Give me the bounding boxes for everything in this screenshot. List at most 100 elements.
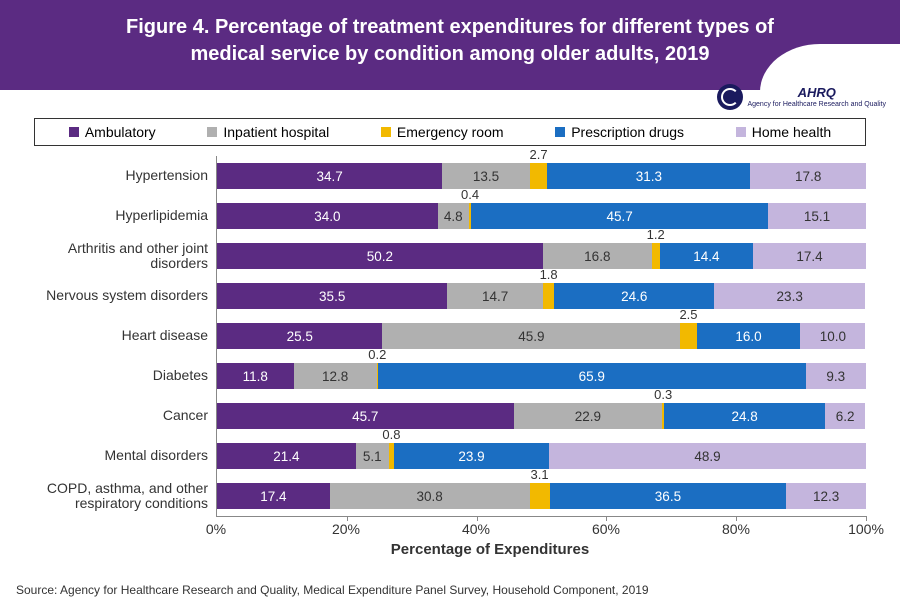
bar-row: 11.812.80.265.99.3 — [217, 356, 866, 396]
stacked-bar: 21.45.10.823.948.9 — [217, 443, 866, 469]
stacked-bar: 34.713.52.731.317.8 — [217, 163, 866, 189]
segment-emergency: 2.7 — [530, 163, 548, 189]
bar-row: 17.430.83.136.512.3 — [217, 476, 866, 516]
legend-item-emergency: Emergency room — [381, 124, 504, 140]
segment-homehealth: 17.8 — [750, 163, 866, 189]
segment-callout: 2.5 — [679, 307, 697, 322]
segment-prescription: 45.7 — [471, 203, 768, 229]
segment-callout: 2.7 — [530, 147, 548, 162]
segment-prescription: 14.4 — [660, 243, 753, 269]
brand-subtext: Agency for Healthcare Research and Quali… — [747, 101, 886, 108]
segment-prescription: 31.3 — [547, 163, 750, 189]
stacked-bar: 35.514.71.824.623.3 — [217, 283, 866, 309]
x-tick-label: 60% — [592, 521, 620, 537]
figure-title: Figure 4. Percentage of treatment expend… — [60, 14, 840, 68]
segment-ambulatory: 25.5 — [217, 323, 382, 349]
category-label: Heart disease — [34, 316, 216, 356]
x-tick-label: 100% — [848, 521, 884, 537]
bar-row: 45.722.90.324.86.2 — [217, 396, 866, 436]
segment-emergency: 3.1 — [530, 483, 550, 509]
legend-label: Emergency room — [397, 124, 504, 140]
category-label: Nervous system disorders — [34, 276, 216, 316]
brand-acronym: AHRQ — [747, 86, 886, 99]
segment-inpatient: 4.8 — [438, 203, 469, 229]
segment-inpatient: 16.8 — [543, 243, 652, 269]
segment-homehealth: 6.2 — [825, 403, 865, 429]
bar-row: 34.04.80.445.715.1 — [217, 196, 866, 236]
x-tick-label: 0% — [206, 521, 226, 537]
segment-homehealth: 15.1 — [768, 203, 866, 229]
legend-label: Inpatient hospital — [223, 124, 329, 140]
ahrq-logo-icon — [717, 84, 743, 110]
segment-callout: 1.8 — [540, 267, 558, 282]
segment-inpatient: 45.9 — [382, 323, 680, 349]
legend-item-homehealth: Home health — [736, 124, 831, 140]
segment-callout: 0.4 — [461, 187, 479, 202]
segment-callout: 0.2 — [368, 347, 386, 362]
segment-callout: 0.8 — [382, 427, 400, 442]
segment-inpatient: 30.8 — [330, 483, 530, 509]
category-label: Diabetes — [34, 356, 216, 396]
category-label: COPD, asthma, and other respiratory cond… — [34, 476, 216, 516]
plot: HypertensionHyperlipidemiaArthritis and … — [34, 156, 866, 517]
segment-homehealth: 48.9 — [549, 443, 866, 469]
segment-inpatient: 14.7 — [447, 283, 542, 309]
legend-swatch-ambulatory — [69, 127, 79, 137]
legend-swatch-prescription — [555, 127, 565, 137]
segment-ambulatory: 11.8 — [217, 363, 294, 389]
stacked-bar: 17.430.83.136.512.3 — [217, 483, 866, 509]
stacked-bar: 25.545.92.516.010.0 — [217, 323, 866, 349]
x-tick-label: 80% — [722, 521, 750, 537]
title-line-2: medical service by condition among older… — [190, 43, 709, 65]
category-label: Cancer — [34, 396, 216, 436]
bar-container: 34.713.52.731.317.834.04.80.445.715.150.… — [216, 156, 866, 517]
stacked-bar: 50.216.81.214.417.4 — [217, 243, 866, 269]
segment-inpatient: 12.8 — [294, 363, 377, 389]
y-axis-labels: HypertensionHyperlipidemiaArthritis and … — [34, 156, 216, 517]
x-axis-ticks: 0%20%40%60%80%100% — [216, 517, 866, 539]
segment-ambulatory: 45.7 — [217, 403, 514, 429]
segment-emergency: 1.8 — [543, 283, 555, 309]
segment-prescription: 24.6 — [554, 283, 714, 309]
segment-homehealth: 12.3 — [786, 483, 866, 509]
segment-homehealth: 9.3 — [806, 363, 866, 389]
legend-label: Home health — [752, 124, 831, 140]
legend-swatch-inpatient — [207, 127, 217, 137]
category-label: Hyperlipidemia — [34, 196, 216, 236]
bar-row: 34.713.52.731.317.8 — [217, 156, 866, 196]
legend-label: Ambulatory — [85, 124, 156, 140]
ahrq-logo: AHRQ Agency for Healthcare Research and … — [717, 84, 886, 110]
stacked-bar: 34.04.80.445.715.1 — [217, 203, 866, 229]
source-note: Source: Agency for Healthcare Research a… — [16, 583, 649, 597]
segment-homehealth: 10.0 — [800, 323, 865, 349]
legend-item-ambulatory: Ambulatory — [69, 124, 156, 140]
segment-inpatient: 22.9 — [514, 403, 663, 429]
segment-prescription: 23.9 — [394, 443, 549, 469]
stacked-bar: 45.722.90.324.86.2 — [217, 403, 866, 429]
segment-homehealth: 23.3 — [714, 283, 865, 309]
segment-callout: 1.2 — [647, 227, 665, 242]
segment-ambulatory: 17.4 — [217, 483, 330, 509]
figure-header: Figure 4. Percentage of treatment expend… — [0, 0, 900, 90]
segment-ambulatory: 34.0 — [217, 203, 438, 229]
segment-callout: 0.3 — [654, 387, 672, 402]
segment-inpatient: 5.1 — [356, 443, 389, 469]
x-axis-label: Percentage of Expenditures — [114, 541, 866, 558]
segment-homehealth: 17.4 — [753, 243, 866, 269]
segment-prescription: 24.8 — [664, 403, 825, 429]
title-line-1: Figure 4. Percentage of treatment expend… — [126, 16, 774, 38]
legend-item-inpatient: Inpatient hospital — [207, 124, 329, 140]
chart-area: Ambulatory Inpatient hospital Emergency ro… — [0, 90, 900, 564]
segment-callout: 3.1 — [531, 467, 549, 482]
category-label: Hypertension — [34, 156, 216, 196]
legend-item-prescription: Prescription drugs — [555, 124, 684, 140]
legend: Ambulatory Inpatient hospital Emergency ro… — [34, 118, 866, 146]
segment-ambulatory: 34.7 — [217, 163, 442, 189]
segment-emergency: 1.2 — [652, 243, 660, 269]
bar-row: 35.514.71.824.623.3 — [217, 276, 866, 316]
segment-ambulatory: 35.5 — [217, 283, 447, 309]
segment-ambulatory: 50.2 — [217, 243, 543, 269]
legend-swatch-emergency — [381, 127, 391, 137]
x-tick-label: 20% — [332, 521, 360, 537]
legend-label: Prescription drugs — [571, 124, 684, 140]
